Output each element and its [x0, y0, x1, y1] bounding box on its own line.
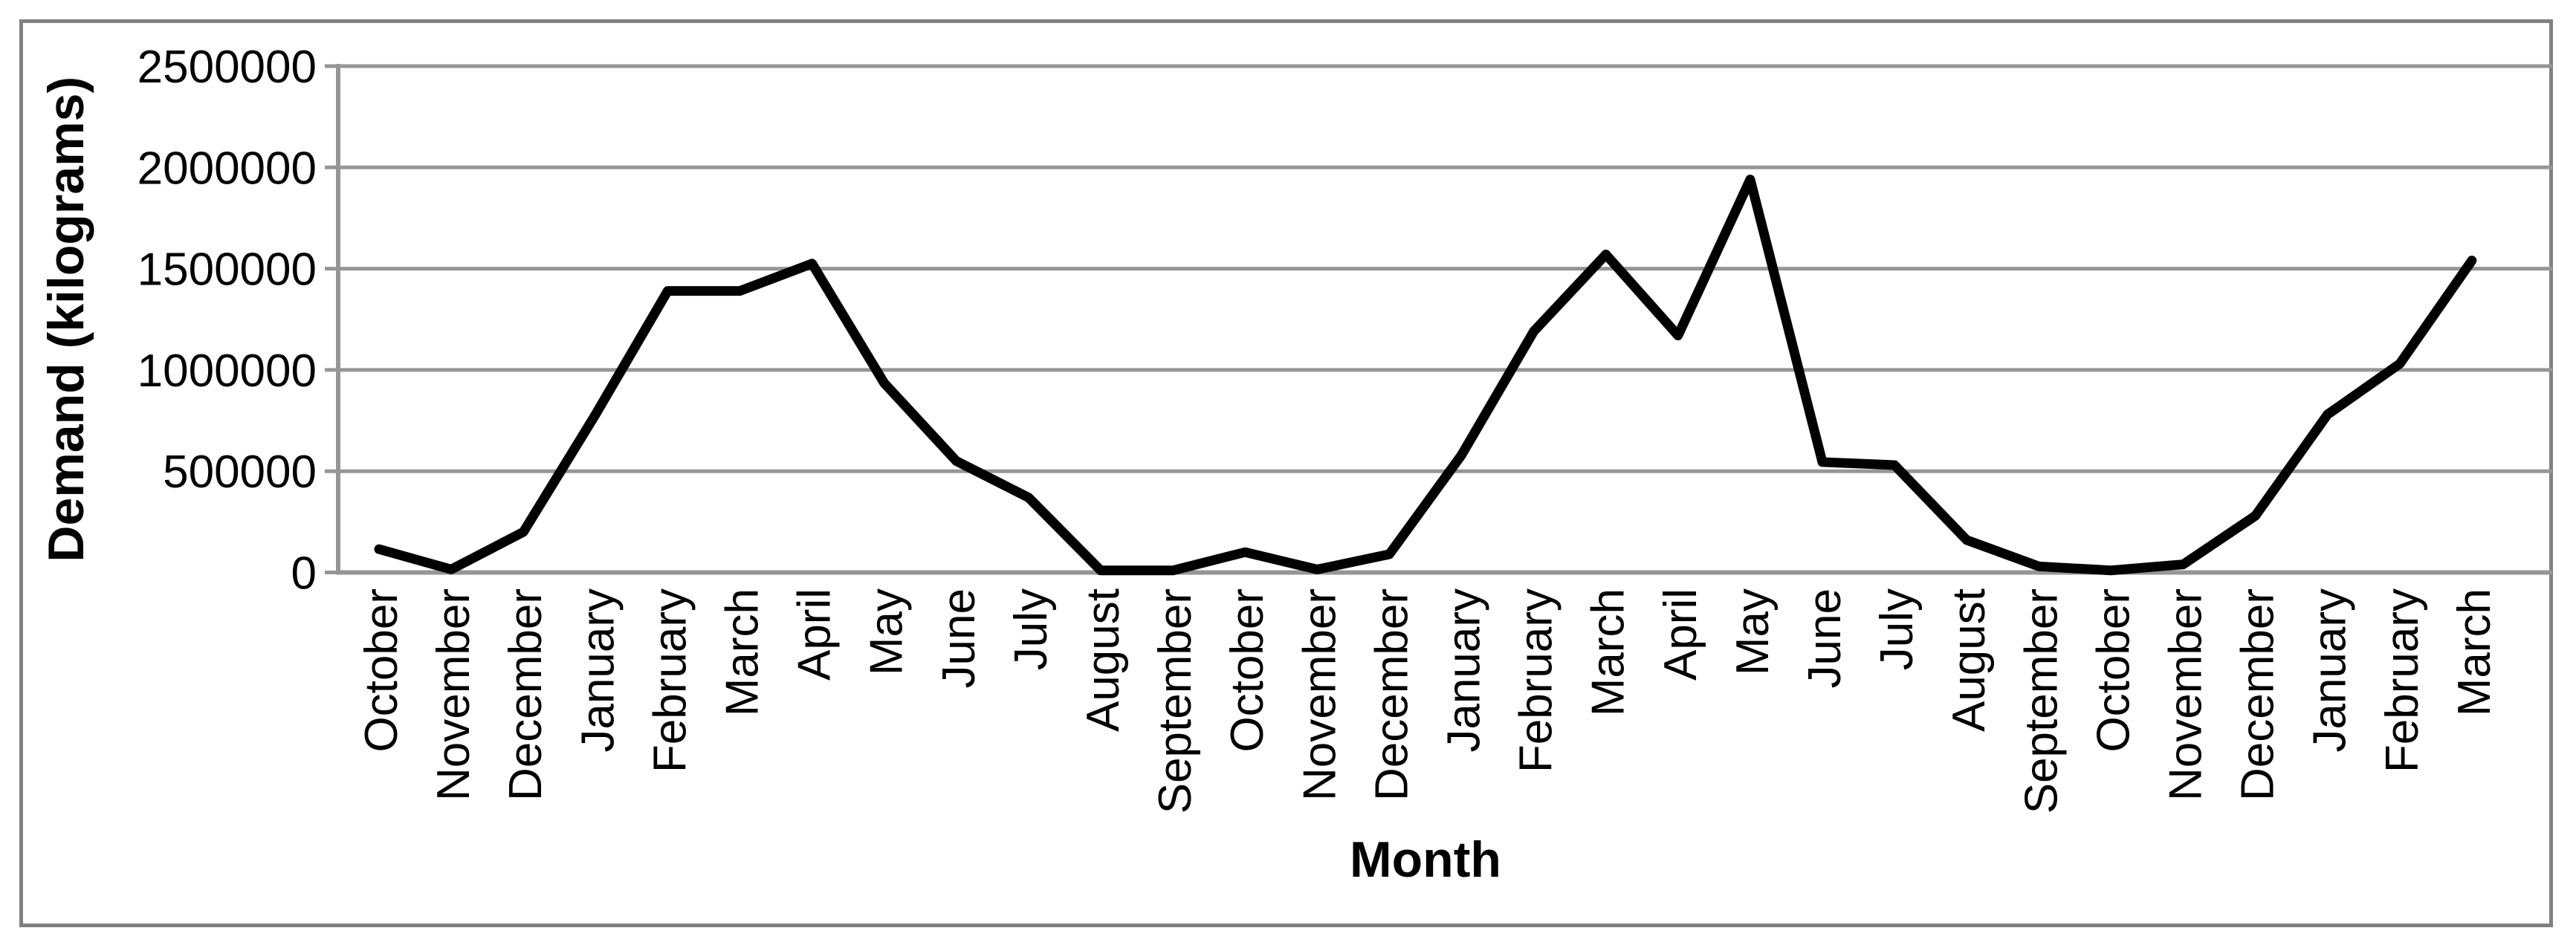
y-tick-label: 500000 — [163, 447, 317, 498]
x-category-label: February — [644, 588, 696, 773]
x-category-label: November — [2161, 588, 2212, 801]
y-tick-label: 1000000 — [137, 345, 317, 397]
x-category-label: December — [500, 588, 551, 801]
x-category-label: October — [356, 588, 407, 753]
x-category-label: July — [1006, 588, 1057, 670]
y-axis-tick-labels: 0 500000 1000000 1500000 2000000 2500000 — [137, 42, 317, 600]
x-category-label: February — [2377, 588, 2428, 773]
gridlines — [338, 64, 2552, 575]
demand-series — [374, 175, 2477, 576]
y-tick-label: 1500000 — [137, 244, 317, 296]
x-category-label: January — [572, 588, 624, 753]
y-tick-label: 2000000 — [137, 143, 317, 194]
x-category-label: November — [428, 588, 479, 801]
x-category-label: May — [861, 588, 913, 675]
x-category-label: June — [1799, 588, 1851, 688]
x-category-label: March — [1583, 588, 1634, 716]
x-category-label: October — [2088, 588, 2139, 753]
x-axis-month-labels: October November December January February Ma… — [356, 588, 2500, 814]
x-category-label: September — [1150, 588, 1201, 814]
x-category-label: January — [1439, 588, 1490, 753]
x-axis-title: Month — [1350, 831, 1501, 888]
x-category-label: October — [1222, 588, 1273, 753]
x-category-label: June — [933, 588, 985, 688]
x-category-label: April — [789, 588, 841, 681]
chart-outer-border — [19, 19, 2553, 927]
x-category-label: March — [717, 588, 768, 716]
x-category-label: September — [2016, 588, 2067, 814]
x-category-label: August — [1944, 588, 1995, 732]
y-axis-title: Demand (kilograms) — [38, 77, 94, 562]
x-category-label: December — [1366, 588, 1417, 801]
x-category-label: July — [1871, 588, 1923, 670]
x-category-label: August — [1078, 588, 1129, 732]
y-axis-ticks — [325, 64, 338, 574]
x-category-label: February — [1511, 588, 1562, 773]
x-category-label: January — [2305, 588, 2356, 753]
x-category-label: November — [1294, 588, 1345, 801]
y-tick-label: 2500000 — [137, 42, 317, 93]
x-category-label: April — [1655, 588, 1706, 681]
demand-line — [374, 175, 2477, 576]
x-category-label: December — [2233, 588, 2284, 801]
x-category-label: May — [1727, 588, 1779, 675]
y-tick-label: 0 — [291, 548, 317, 600]
x-category-label: March — [2449, 588, 2500, 716]
